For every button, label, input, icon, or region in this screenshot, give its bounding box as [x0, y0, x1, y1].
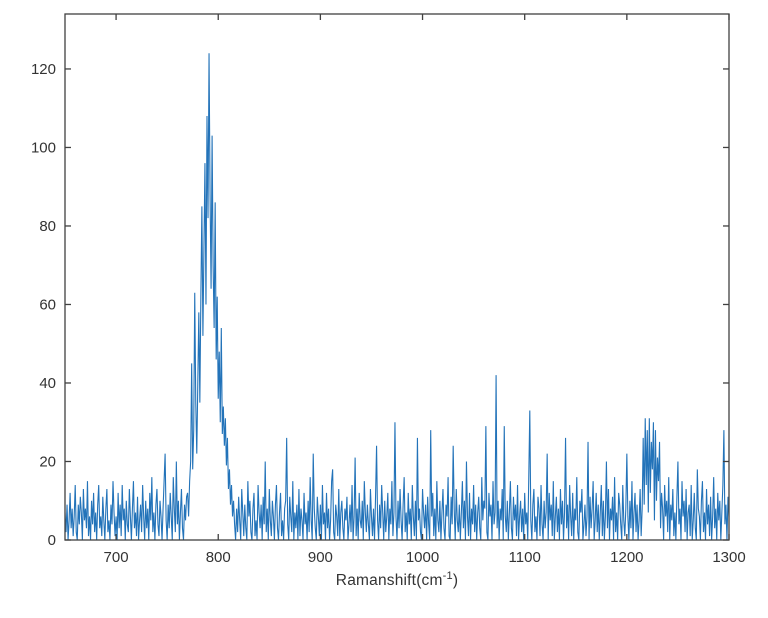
spectrum-line	[64, 53, 730, 541]
x-tick-label: 1100	[509, 549, 541, 566]
x-tick-label: 700	[104, 549, 129, 566]
x-axis-label: Ramanshift(cm-1)	[65, 570, 729, 590]
x-tick-label: 1000	[406, 549, 439, 566]
y-tick-label: 20	[39, 453, 56, 470]
y-tick-label: 40	[39, 375, 56, 392]
y-tick-label: 0	[48, 532, 56, 549]
y-tick-label: 100	[31, 139, 56, 156]
x-tick-label: 1300	[712, 549, 745, 566]
plot-box	[64, 13, 730, 541]
x-axis-label-text: Ramanshift(cm	[335, 572, 443, 590]
x-tick-label: 1200	[610, 549, 643, 566]
y-tick-label: 120	[31, 61, 56, 78]
x-tick-label: 800	[206, 549, 231, 566]
x-axis-label-exponent: -1	[442, 570, 453, 582]
y-tick-label: 60	[39, 296, 56, 313]
y-tick-label: 80	[39, 218, 56, 235]
x-axis-label-close: )	[452, 572, 459, 590]
x-tick-label: 900	[308, 549, 333, 566]
